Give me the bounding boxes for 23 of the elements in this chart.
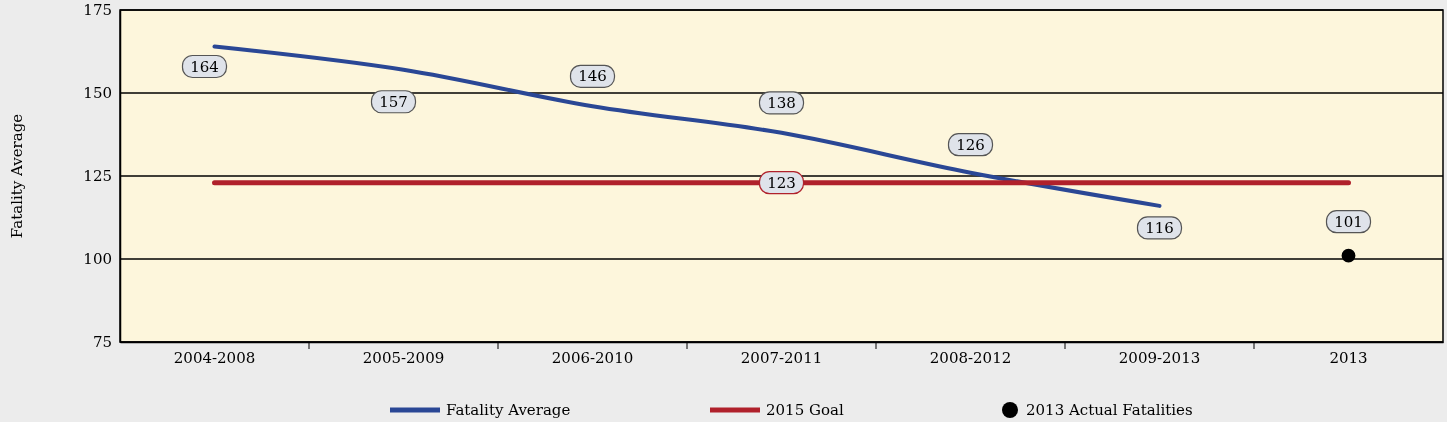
x-tick-label: 2006-2010 (551, 348, 634, 367)
x-tick-label: 2008-2012 (929, 348, 1012, 367)
data-label: 126 (956, 135, 985, 154)
x-tick-label: 2013 (1329, 348, 1368, 367)
x-tick-label: 2004-2008 (173, 348, 256, 367)
y-tick-label: 125 (83, 167, 112, 186)
data-label: 116 (1145, 218, 1174, 237)
data-label: 101 (1334, 212, 1363, 231)
legend-label: Fatality Average (446, 401, 571, 419)
x-tick-label: 2005-2009 (362, 348, 445, 367)
data-label: 138 (767, 93, 796, 112)
y-tick-label: 150 (83, 84, 112, 103)
data-label: 146 (578, 67, 607, 86)
y-tick-label: 75 (92, 333, 112, 352)
legend-label: 2013 Actual Fatalities (1026, 401, 1193, 419)
legend-label: 2015 Goal (766, 401, 844, 419)
y-tick-label: 100 (83, 250, 112, 269)
x-tick-label: 2007-2011 (740, 348, 823, 367)
x-tick-label: 2009-2013 (1118, 348, 1201, 367)
y-axis-title: Fatality Average (8, 113, 26, 239)
y-tick-label: 175 (83, 1, 112, 20)
data-label: 157 (379, 92, 408, 111)
data-label: 164 (190, 57, 219, 76)
